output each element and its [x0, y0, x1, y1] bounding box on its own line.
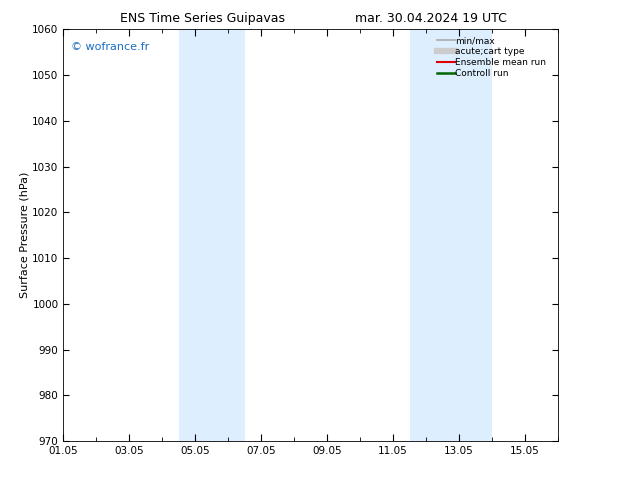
Bar: [179, 29, 245, 441]
Bar: [410, 29, 492, 441]
Text: mar. 30.04.2024 19 UTC: mar. 30.04.2024 19 UTC: [355, 12, 507, 25]
Y-axis label: Surface Pressure (hPa): Surface Pressure (hPa): [20, 172, 30, 298]
Text: ENS Time Series Guipavas: ENS Time Series Guipavas: [120, 12, 285, 25]
Legend: min/max, acute;cart type, Ensemble mean run, Controll run: min/max, acute;cart type, Ensemble mean …: [434, 34, 553, 81]
Text: © wofrance.fr: © wofrance.fr: [71, 42, 149, 52]
